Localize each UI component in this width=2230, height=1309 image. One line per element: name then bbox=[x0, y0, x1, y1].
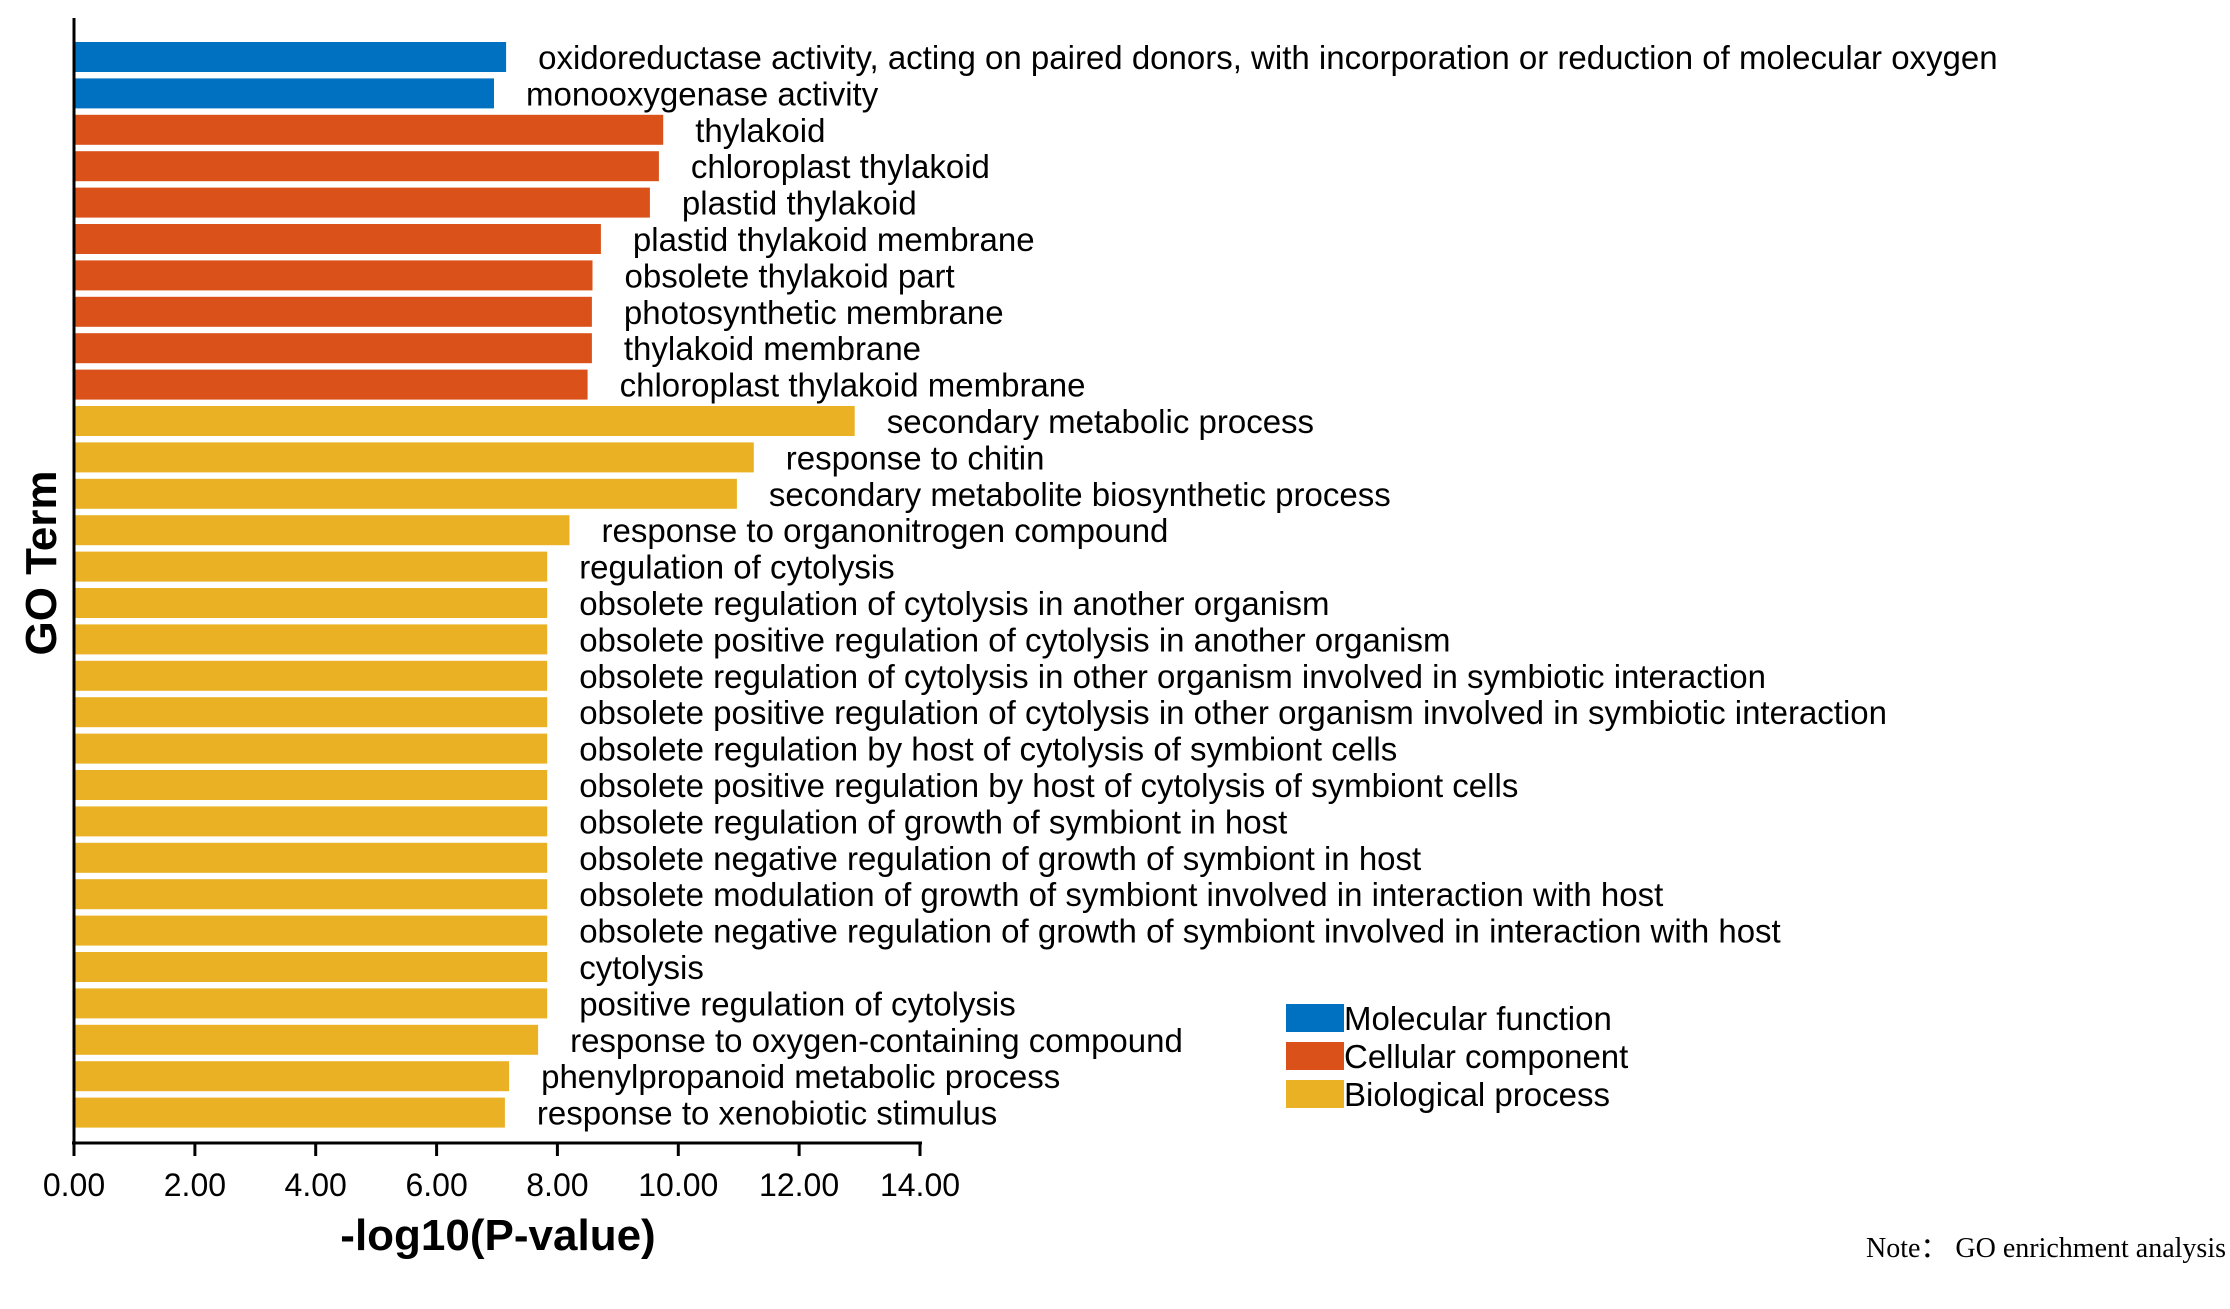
bar-7 bbox=[74, 296, 592, 327]
bar-21 bbox=[74, 806, 548, 837]
bar-label-23: obsolete modulation of growth of symbion… bbox=[579, 876, 1663, 913]
bar-label-17: obsolete regulation of cytolysis in othe… bbox=[579, 658, 1766, 695]
bar-label-14: regulation of cytolysis bbox=[579, 549, 894, 586]
bar-8 bbox=[74, 333, 592, 364]
bar-29 bbox=[74, 1097, 505, 1128]
bar-label-15: obsolete regulation of cytolysis in anot… bbox=[579, 585, 1329, 622]
bar-label-21: obsolete regulation of growth of symbion… bbox=[579, 803, 1287, 840]
bar-label-28: phenylpropanoid metabolic process bbox=[541, 1058, 1060, 1095]
bar-label-10: secondary metabolic process bbox=[887, 403, 1314, 440]
bar-22 bbox=[74, 842, 548, 873]
bar-label-11: response to chitin bbox=[786, 439, 1045, 476]
bar-17 bbox=[74, 660, 548, 691]
legend-swatch-2 bbox=[1286, 1080, 1344, 1108]
bar-16 bbox=[74, 624, 548, 655]
x-tick-label-3: 6.00 bbox=[405, 1167, 467, 1203]
x-tick-label-5: 10.00 bbox=[638, 1167, 718, 1203]
bar-label-22: obsolete negative regulation of growth o… bbox=[579, 840, 1421, 877]
x-tick-label-2: 4.00 bbox=[285, 1167, 347, 1203]
bar-label-25: cytolysis bbox=[579, 949, 704, 986]
bar-label-20: obsolete positive regulation by host of … bbox=[579, 767, 1518, 804]
bar-label-12: secondary metabolite biosynthetic proces… bbox=[769, 476, 1391, 513]
bar-label-26: positive regulation of cytolysis bbox=[579, 985, 1016, 1022]
bar-label-4: plastid thylakoid bbox=[682, 185, 917, 222]
term-labels-layer: oxidoreductase activity, acting on paire… bbox=[526, 39, 1998, 1132]
x-tick-label-7: 14.00 bbox=[880, 1167, 960, 1203]
bar-18 bbox=[74, 697, 548, 728]
bar-27 bbox=[74, 1024, 539, 1055]
bar-10 bbox=[74, 406, 855, 436]
legend-label-1: Cellular component bbox=[1344, 1038, 1628, 1075]
bar-23 bbox=[74, 879, 548, 910]
x-tick-label-6: 12.00 bbox=[759, 1167, 839, 1203]
bar-label-24: obsolete negative regulation of growth o… bbox=[579, 913, 1781, 950]
bar-label-0: oxidoreductase activity, acting on paire… bbox=[538, 39, 1998, 76]
bar-label-3: chloroplast thylakoid bbox=[691, 148, 990, 185]
x-ticks-layer: 0.00 2.00 4.00 6.00 8.00 10.00 12.00 14.00 bbox=[43, 1143, 960, 1203]
bar-label-6: obsolete thylakoid part bbox=[625, 257, 955, 294]
bar-14 bbox=[74, 551, 548, 582]
bar-label-13: response to organonitrogen compound bbox=[602, 512, 1169, 549]
bar-9 bbox=[74, 369, 588, 400]
bars-layer bbox=[74, 42, 855, 1128]
bar-label-18: obsolete positive regulation of cytolysi… bbox=[579, 694, 1887, 731]
bar-1 bbox=[74, 78, 494, 109]
bar-label-9: chloroplast thylakoid membrane bbox=[620, 367, 1086, 404]
bar-label-29: response to xenobiotic stimulus bbox=[537, 1095, 997, 1132]
bar-3 bbox=[74, 151, 659, 182]
bar-label-5: plastid thylakoid membrane bbox=[633, 221, 1035, 258]
note-text: Note： GO enrichment analysis bbox=[1866, 1233, 2226, 1264]
bar-19 bbox=[74, 733, 548, 764]
bar-13 bbox=[74, 515, 570, 546]
bar-2 bbox=[74, 114, 664, 145]
bar-label-19: obsolete regulation by host of cytolysis… bbox=[579, 731, 1397, 768]
legend-swatch-0 bbox=[1286, 1004, 1344, 1032]
bar-20 bbox=[74, 770, 548, 800]
x-tick-label-4: 8.00 bbox=[526, 1167, 588, 1203]
legend-label-2: Biological process bbox=[1344, 1076, 1610, 1113]
x-tick-label-0: 0.00 bbox=[43, 1167, 105, 1203]
bar-24 bbox=[74, 915, 548, 946]
bar-5 bbox=[74, 224, 601, 254]
bar-6 bbox=[74, 260, 593, 291]
x-tick-label-1: 2.00 bbox=[164, 1167, 226, 1203]
bar-label-27: response to oxygen-containing compound bbox=[570, 1022, 1183, 1059]
bar-0 bbox=[74, 42, 507, 72]
bar-12 bbox=[74, 478, 737, 509]
bar-15 bbox=[74, 588, 548, 618]
bar-label-8: thylakoid membrane bbox=[624, 330, 921, 367]
bar-28 bbox=[74, 1061, 510, 1092]
bar-25 bbox=[74, 952, 548, 982]
bar-26 bbox=[74, 988, 548, 1019]
bar-label-7: photosynthetic membrane bbox=[624, 294, 1004, 331]
legend-swatch-1 bbox=[1286, 1042, 1344, 1070]
x-axis-title: -log10(P-value) bbox=[340, 1211, 655, 1260]
bar-label-16: obsolete positive regulation of cytolysi… bbox=[579, 621, 1450, 658]
y-axis-title: GO Term bbox=[17, 470, 66, 655]
bar-label-2: thylakoid bbox=[695, 112, 825, 149]
bar-11 bbox=[74, 442, 754, 473]
bar-label-1: monooxygenase activity bbox=[526, 75, 879, 112]
bar-4 bbox=[74, 187, 650, 218]
legend-label-0: Molecular function bbox=[1344, 1000, 1612, 1037]
